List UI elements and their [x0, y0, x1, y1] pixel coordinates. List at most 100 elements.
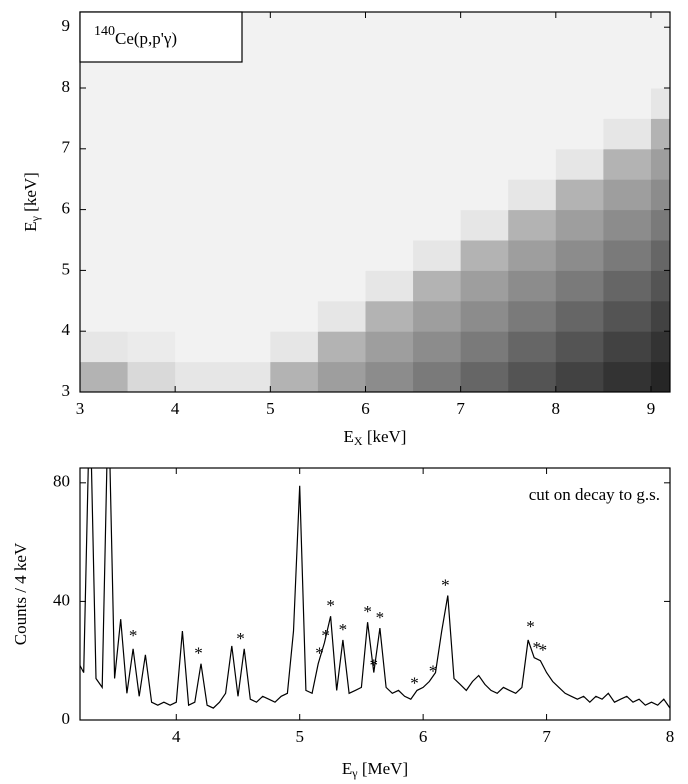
heatmap-cell	[603, 27, 652, 59]
heatmap-cell	[603, 12, 652, 28]
peak-marker: *	[532, 638, 541, 657]
heatmap-cell	[270, 12, 319, 28]
heatmap-cell	[413, 300, 462, 332]
y-tick-label: 9	[62, 16, 71, 35]
heatmap-cell	[555, 118, 604, 150]
heatmap-cell	[603, 179, 652, 211]
heatmap-cell	[222, 148, 271, 180]
heatmap-cell	[460, 12, 509, 28]
heatmap-cell	[508, 361, 557, 392]
heatmap-cell	[365, 12, 414, 28]
heatmap-cell	[413, 27, 462, 59]
heatmap-cell	[413, 12, 462, 28]
heatmap-cell	[555, 148, 604, 180]
heatmap-cell	[80, 148, 129, 180]
heatmap-cell	[555, 270, 604, 302]
heatmap-cell	[175, 148, 224, 180]
heatmap-cell	[603, 270, 652, 302]
heatmap-cell	[365, 300, 414, 332]
peak-marker: *	[326, 596, 335, 615]
heatmap-cell	[508, 179, 557, 211]
heatmap-cell	[365, 57, 414, 89]
heatmap-cell	[222, 300, 271, 332]
peak-marker: *	[339, 620, 348, 639]
heatmap-cell	[222, 179, 271, 211]
heatmap-cell	[650, 27, 670, 59]
peak-marker: *	[321, 626, 330, 645]
heatmap-cell	[317, 27, 366, 59]
heatmap-cell	[317, 12, 366, 28]
heatmap-cell	[508, 27, 557, 59]
heatmap-cell	[413, 179, 462, 211]
heatmap-cell	[603, 331, 652, 363]
heatmap-cell	[460, 361, 509, 392]
y-axis-label: Eγ [keV]	[21, 172, 42, 232]
heatmap-cell	[270, 179, 319, 211]
x-axis-label-sub: X	[354, 434, 363, 448]
heatmap-cell	[175, 270, 224, 302]
heatmap-cell	[80, 331, 129, 363]
y-tick-label: 7	[62, 138, 71, 157]
heatmap-cell	[127, 270, 176, 302]
heatmap-cell	[270, 270, 319, 302]
heatmap-cell	[317, 209, 366, 241]
heatmap-cell	[80, 57, 129, 89]
heatmap-cell	[508, 300, 557, 332]
x-tick-label: 5	[266, 399, 275, 418]
heatmap-cell	[650, 240, 670, 271]
heatmap-cell	[222, 209, 271, 241]
x-axis-label: EX [keV]	[344, 427, 407, 448]
heatmap-cell	[317, 240, 366, 271]
plot-frame	[79, 11, 671, 393]
heatmap-cell	[508, 88, 557, 119]
heatmap-cell	[508, 12, 557, 28]
heatmap-cell	[460, 118, 509, 150]
heatmap-cell	[365, 361, 414, 392]
x-tick-label: 8	[552, 399, 561, 418]
heatmap-cell	[270, 240, 319, 271]
annotation: cut on decay to g.s.	[529, 485, 660, 504]
heatmap-cell	[175, 118, 224, 150]
x-axis-label-rest: [keV]	[363, 427, 407, 446]
heatmap-cell	[555, 331, 604, 363]
heatmap-cell	[222, 331, 271, 363]
y-tick-label: 4	[62, 320, 71, 339]
peak-marker: *	[236, 629, 245, 648]
heatmap-cell	[460, 57, 509, 89]
heatmap-cell	[508, 148, 557, 180]
heatmap-cell	[603, 57, 652, 89]
x-axis-label-sub: γ	[351, 766, 358, 780]
peak-marker: *	[194, 644, 203, 663]
heatmap-cell	[413, 118, 462, 150]
y-tick-label: 5	[62, 259, 71, 278]
heatmap-cell	[127, 240, 176, 271]
heatmap-cell	[270, 148, 319, 180]
heatmap-cell	[508, 209, 557, 241]
heatmap-cell	[555, 179, 604, 211]
heatmap-cell	[603, 240, 652, 271]
heatmap-cell	[603, 300, 652, 332]
heatmap-cell	[508, 57, 557, 89]
y-tick-label: 3	[62, 381, 71, 400]
heatmap-cell	[460, 240, 509, 271]
y-tick-label: 0	[62, 709, 71, 728]
heatmap-cell	[460, 331, 509, 363]
heatmap-cell	[555, 209, 604, 241]
heatmap-cell	[365, 179, 414, 211]
heatmap-cell	[127, 57, 176, 89]
label-box	[79, 11, 243, 63]
heatmap-cell	[127, 331, 176, 363]
heatmap-cell	[222, 57, 271, 89]
heatmap-cell	[127, 300, 176, 332]
heatmap-cell	[365, 88, 414, 119]
heatmap-cell	[127, 118, 176, 150]
heatmap-cell	[555, 57, 604, 89]
peak-marker: *	[376, 608, 385, 627]
spectrum-line	[80, 468, 670, 709]
heatmap-cell	[270, 300, 319, 332]
heatmap-cell	[80, 209, 129, 241]
heatmap-cell	[127, 88, 176, 119]
